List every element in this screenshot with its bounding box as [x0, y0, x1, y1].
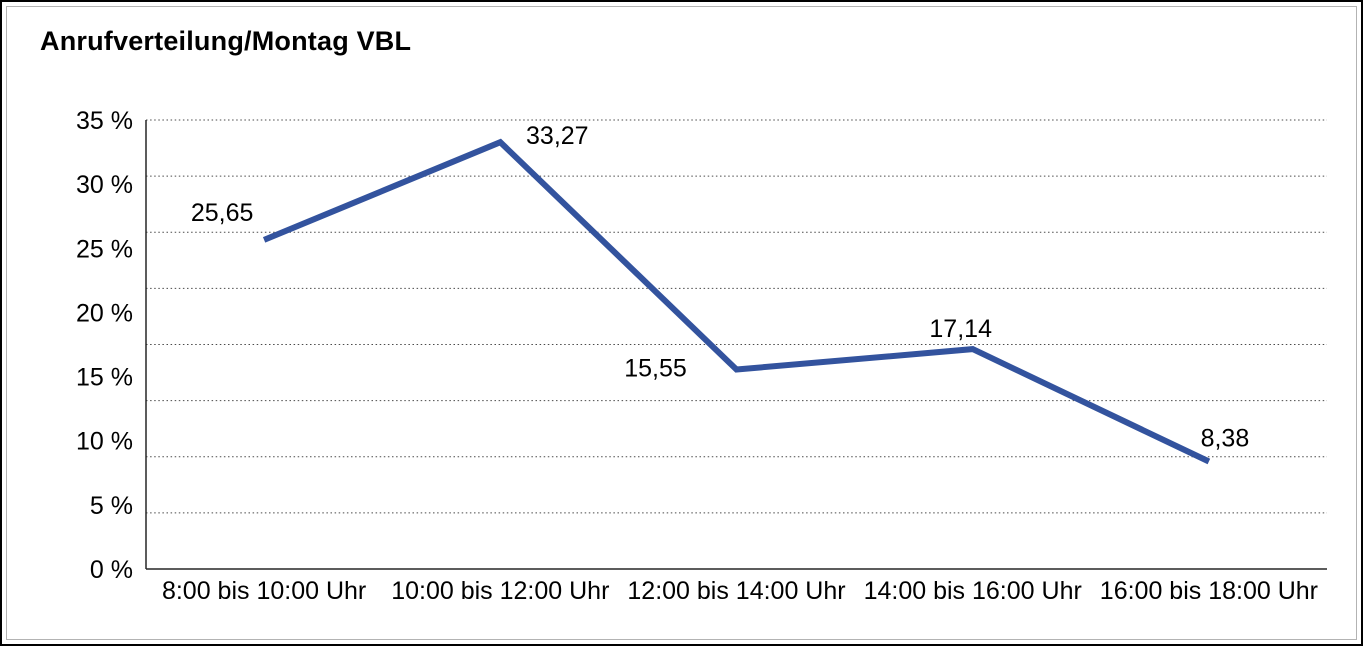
x-axis-tick-label: 10:00 bis 12:00 Uhr [391, 577, 609, 605]
y-axis-tick-label: 15 % [76, 364, 133, 392]
x-axis-tick-label: 16:00 bis 18:00 Uhr [1100, 577, 1318, 605]
x-axis-tick-label: 8:00 bis 10:00 Uhr [162, 577, 366, 605]
data-point-label: 15,55 [624, 355, 687, 383]
y-axis-tick-label: 5 % [90, 492, 133, 520]
data-series-line [262, 138, 1211, 465]
y-axis-tick-label: 20 % [76, 299, 133, 327]
y-axis-tick-label: 35 % [76, 107, 133, 135]
chart-title: Anrufverteilung/Montag VBL [40, 26, 412, 56]
x-axis-tick-label: 14:00 bis 16:00 Uhr [864, 577, 1082, 605]
y-axis-tick-label: 0 % [90, 556, 133, 584]
x-axis-tick-label: 12:00 bis 14:00 Uhr [627, 577, 845, 605]
data-point-label: 17,14 [929, 315, 992, 343]
y-axis-tick-label: 30 % [76, 171, 133, 199]
y-axis-tick-label: 25 % [76, 235, 133, 263]
data-point-label: 8,38 [1201, 424, 1250, 452]
y-axis-tick-label: 10 % [76, 428, 133, 456]
data-point-label: 25,65 [191, 199, 254, 227]
data-point-label: 33,27 [526, 122, 589, 150]
